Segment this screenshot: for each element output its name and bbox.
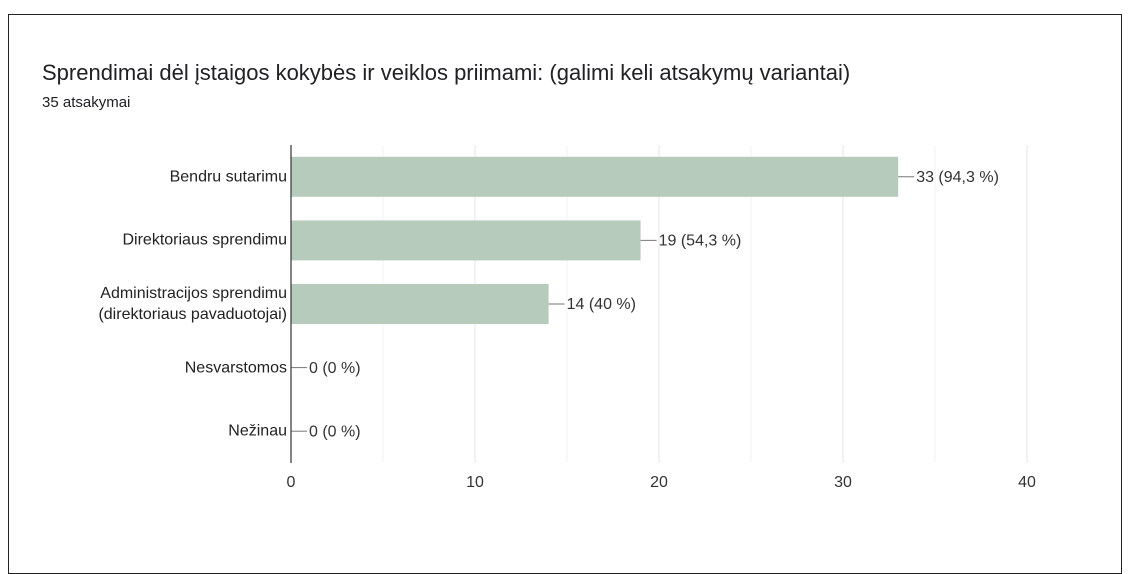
chart-title: Sprendimai dėl įstaigos kokybės ir veikl… bbox=[42, 60, 851, 85]
y-tick-label: Direktoriaus sprendimu bbox=[122, 231, 287, 249]
value-label: 0 (0 %) bbox=[309, 360, 361, 377]
x-tick-label: 30 bbox=[834, 474, 852, 491]
bar bbox=[291, 284, 549, 324]
x-tick-label: 10 bbox=[466, 474, 484, 491]
bar bbox=[291, 220, 641, 261]
x-tick-label: 0 bbox=[287, 474, 296, 491]
y-tick-label: Bendru sutarimu bbox=[169, 168, 287, 186]
value-label: 0 (0 %) bbox=[309, 423, 361, 440]
x-tick-label: 20 bbox=[650, 474, 668, 491]
value-label: 19 (54,3 %) bbox=[659, 233, 742, 250]
page: {"chart_data": {"type": "bar", "orientat… bbox=[8, 14, 1122, 574]
bar bbox=[291, 156, 899, 197]
value-label: 33 (94,3 %) bbox=[916, 169, 999, 186]
chart: 0 10 20 30 40 33 (94,3 %) 19 (54,3 %) 14 (40 %)… bbox=[287, 145, 1036, 491]
y-tick-label: Nesvarstomos bbox=[184, 359, 287, 377]
y-tick-label: Administracijos sprendimu (direktoriaus … bbox=[98, 285, 287, 323]
y-tick-label: Nežinau bbox=[228, 422, 287, 440]
chart-subtitle: 35 atsakymai bbox=[42, 94, 131, 111]
x-tick-label: 40 bbox=[1018, 474, 1036, 491]
value-label: 14 (40 %) bbox=[567, 296, 636, 313]
